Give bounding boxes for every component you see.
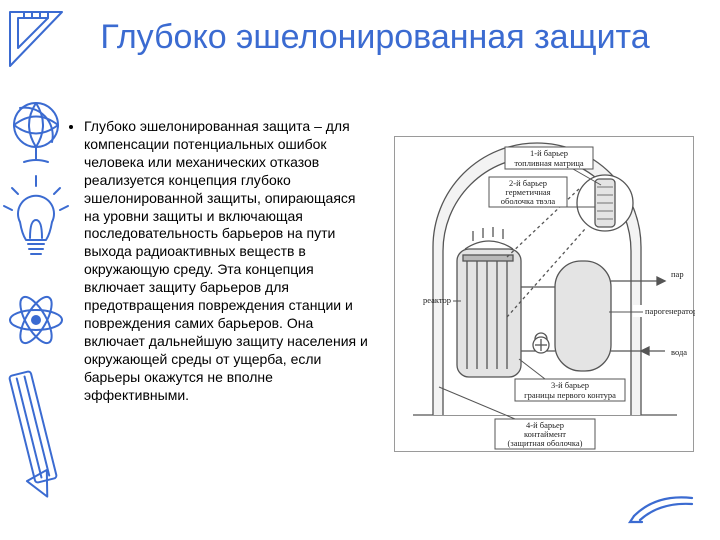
label-barrier2-l3: оболочка твэла <box>501 196 556 206</box>
label-steam: пар <box>671 269 684 279</box>
reactor-diagram: 1-й барьер топливная матрица 2-й барьер … <box>394 136 694 452</box>
label-barrier1-l1: 1-й барьер <box>530 148 568 158</box>
label-barrier3-l2: границы первого контура <box>524 390 616 400</box>
arrow-doodle-icon <box>626 492 696 528</box>
label-water: вода <box>671 347 687 357</box>
bullet-item: Глубоко эшелонированная защита – для ком… <box>84 118 372 405</box>
slide-title: Глубоко эшелонированная защита <box>60 18 690 57</box>
body-text: Глубоко эшелонированная защита – для ком… <box>70 118 372 520</box>
label-reactor: реактор <box>423 295 451 305</box>
sidebar-doodles <box>0 0 75 540</box>
label-barrier3-l1: 3-й барьер <box>551 380 589 390</box>
label-steamgen: парогенератор <box>645 306 695 316</box>
label-barrier1-l2: топливная матрица <box>514 158 584 168</box>
label-barrier4-l3: (защитная оболочка) <box>508 438 583 448</box>
